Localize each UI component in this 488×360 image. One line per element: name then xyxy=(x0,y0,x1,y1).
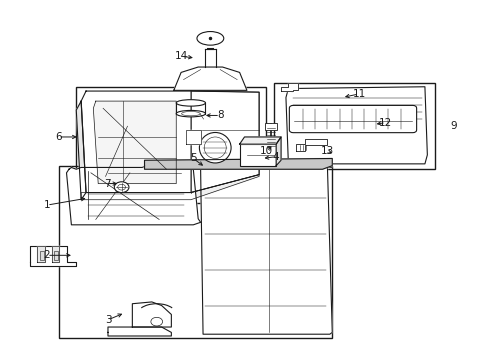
Ellipse shape xyxy=(197,32,224,45)
Text: 7: 7 xyxy=(103,179,110,189)
Text: 14: 14 xyxy=(174,51,187,61)
Text: 11: 11 xyxy=(352,89,365,99)
Polygon shape xyxy=(281,83,298,91)
Ellipse shape xyxy=(176,100,205,106)
Polygon shape xyxy=(66,166,200,225)
Polygon shape xyxy=(144,158,331,169)
Text: 4: 4 xyxy=(272,152,279,162)
Text: 5: 5 xyxy=(190,153,196,163)
Polygon shape xyxy=(276,137,281,166)
Text: 2: 2 xyxy=(43,250,50,260)
Bar xyxy=(40,251,43,260)
Polygon shape xyxy=(295,139,327,151)
FancyBboxPatch shape xyxy=(289,105,416,133)
Polygon shape xyxy=(81,91,259,193)
Polygon shape xyxy=(108,327,171,336)
Bar xyxy=(239,144,276,166)
Text: 13: 13 xyxy=(320,146,333,156)
Polygon shape xyxy=(37,246,44,262)
Text: 6: 6 xyxy=(55,132,61,142)
Bar xyxy=(59,166,331,338)
Polygon shape xyxy=(190,91,259,193)
Polygon shape xyxy=(173,67,246,90)
Polygon shape xyxy=(30,246,76,266)
Text: 9: 9 xyxy=(450,121,457,131)
Text: 12: 12 xyxy=(379,118,392,128)
Text: 1: 1 xyxy=(43,200,50,210)
Polygon shape xyxy=(285,87,427,164)
Polygon shape xyxy=(93,101,176,184)
Bar xyxy=(76,87,266,203)
Bar xyxy=(265,123,277,130)
Polygon shape xyxy=(76,101,86,200)
Polygon shape xyxy=(132,302,171,327)
Polygon shape xyxy=(52,246,59,262)
Bar xyxy=(273,83,434,169)
Polygon shape xyxy=(239,137,281,144)
Text: 8: 8 xyxy=(216,111,223,121)
Ellipse shape xyxy=(176,111,205,117)
Polygon shape xyxy=(81,175,259,200)
Polygon shape xyxy=(185,130,200,144)
Circle shape xyxy=(114,182,129,193)
Bar xyxy=(54,251,58,260)
Text: 10: 10 xyxy=(259,146,272,156)
Polygon shape xyxy=(193,166,331,169)
Circle shape xyxy=(151,318,162,326)
Ellipse shape xyxy=(199,132,231,163)
Polygon shape xyxy=(193,166,331,334)
Text: 3: 3 xyxy=(104,315,111,325)
